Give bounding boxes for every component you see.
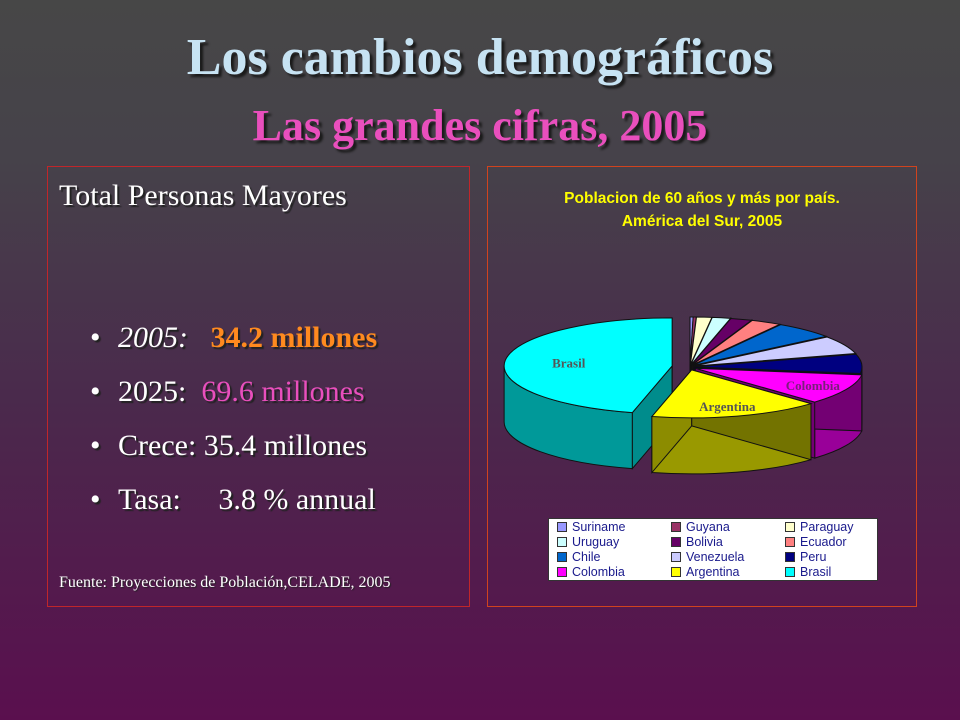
- legend-swatch-icon: [671, 521, 681, 532]
- legend-swatch-icon: [785, 566, 795, 577]
- pie-label-colombia: Colombia: [786, 378, 841, 393]
- legend-swatch-icon: [671, 536, 681, 547]
- bullet-dot-icon: •: [90, 321, 101, 354]
- legend-item-bolivia: Bolivia: [671, 535, 723, 550]
- legend-item-colombia: Colombia: [557, 565, 625, 580]
- legend-swatch-icon: [557, 551, 567, 562]
- legend-swatch-icon: [785, 521, 795, 532]
- bullet-dot-icon: •: [90, 375, 101, 408]
- bullet-label: Tasa: 3.8 % annual: [118, 483, 376, 516]
- chart-title-line2: América del Sur, 2005: [621, 213, 783, 230]
- legend-swatch-icon: [785, 551, 795, 562]
- bullet-value: 69.6 millones: [201, 375, 365, 408]
- legend-swatch-icon: [557, 521, 567, 532]
- legend-label: Bolivia: [686, 535, 723, 549]
- legend-swatch-icon: [671, 551, 681, 562]
- bullet-tasa: • Tasa: 3.8 % annual: [60, 449, 376, 551]
- bullet-label: 2005:: [118, 321, 211, 354]
- bullet-value: 34.2 millones: [210, 321, 378, 354]
- pie-slice-peru: [693, 353, 863, 374]
- slide-title: Los cambios demográficos: [186, 29, 774, 86]
- legend-label: Argentina: [686, 565, 740, 579]
- legend-item-suriname: Suriname: [557, 520, 626, 535]
- legend-item-paraguay: Paraguay: [785, 520, 854, 535]
- stats-panel: Total Personas Mayores • 2005: 34.2 millo…: [47, 166, 470, 607]
- legend-label: Brasil: [800, 565, 832, 579]
- bullet-2025: • 2025: 69.6 millones: [60, 341, 365, 443]
- bullet-dot-icon: •: [90, 483, 101, 516]
- legend-item-chile: Chile: [557, 550, 601, 565]
- chart-title-line1: Poblacion de 60 años y más por país.: [564, 190, 840, 207]
- legend-label: Chile: [572, 550, 601, 564]
- bullet-2005: • 2005: 34.2 millones: [60, 287, 377, 389]
- chart-title: Poblacion de 60 años y más por país. Amé…: [488, 187, 916, 233]
- legend-item-argentina: Argentina: [671, 565, 740, 580]
- pie-label-brasil: Brasil: [552, 355, 586, 370]
- pie-slice-colombia: [695, 367, 863, 403]
- legend-swatch-icon: [557, 536, 567, 547]
- legend-label: Paraguay: [800, 520, 854, 534]
- legend-item-ecuador: Ecuador: [785, 535, 847, 550]
- bullet-label: Crece: 35.4 millones: [118, 429, 368, 462]
- legend-label: Colombia: [572, 565, 625, 579]
- legend-label: Guyana: [686, 520, 730, 534]
- stats-heading: Total Personas Mayores: [59, 179, 347, 212]
- chart-legend: Suriname Guyana Paraguay Uruguay Bolivia Ecua…: [548, 518, 878, 581]
- legend-item-guyana: Guyana: [671, 520, 730, 535]
- legend-label: Uruguay: [572, 535, 620, 549]
- bullet-crece: • Crece: 35.4 millones: [60, 395, 367, 497]
- legend-swatch-icon: [557, 566, 567, 577]
- pie-slice-chile: [692, 324, 828, 367]
- bullet-dot-icon: •: [90, 429, 101, 462]
- pie-slice-venezuela: [693, 336, 857, 367]
- pie-slice-ecuador: [691, 319, 782, 366]
- legend-item-brasil: Brasil: [785, 565, 831, 580]
- legend-swatch-icon: [671, 566, 681, 577]
- chart-panel: Poblacion de 60 años y más por país. Amé…: [487, 166, 917, 607]
- legend-item-uruguay: Uruguay: [557, 535, 619, 550]
- source-note: Fuente: Proyecciones de Población,CELADE…: [59, 574, 391, 591]
- pie-slice-brasil: [503, 317, 673, 414]
- pie-label-argentina: Argentina: [699, 399, 756, 414]
- bullet-label: 2025:: [118, 375, 202, 408]
- legend-label: Peru: [800, 550, 827, 564]
- pie-slice-argentina: [650, 369, 813, 419]
- legend-label: Venezuela: [686, 550, 745, 564]
- slide-subtitle: Las grandes cifras, 2005: [252, 101, 708, 150]
- legend-item-peru: Peru: [785, 550, 826, 565]
- pie-chart: Brasil Argentina Colombia: [503, 316, 863, 475]
- legend-label: Ecuador: [800, 535, 847, 549]
- legend-item-venezuela: Venezuela: [671, 550, 744, 565]
- legend-swatch-icon: [785, 536, 795, 547]
- legend-label: Suriname: [572, 520, 626, 534]
